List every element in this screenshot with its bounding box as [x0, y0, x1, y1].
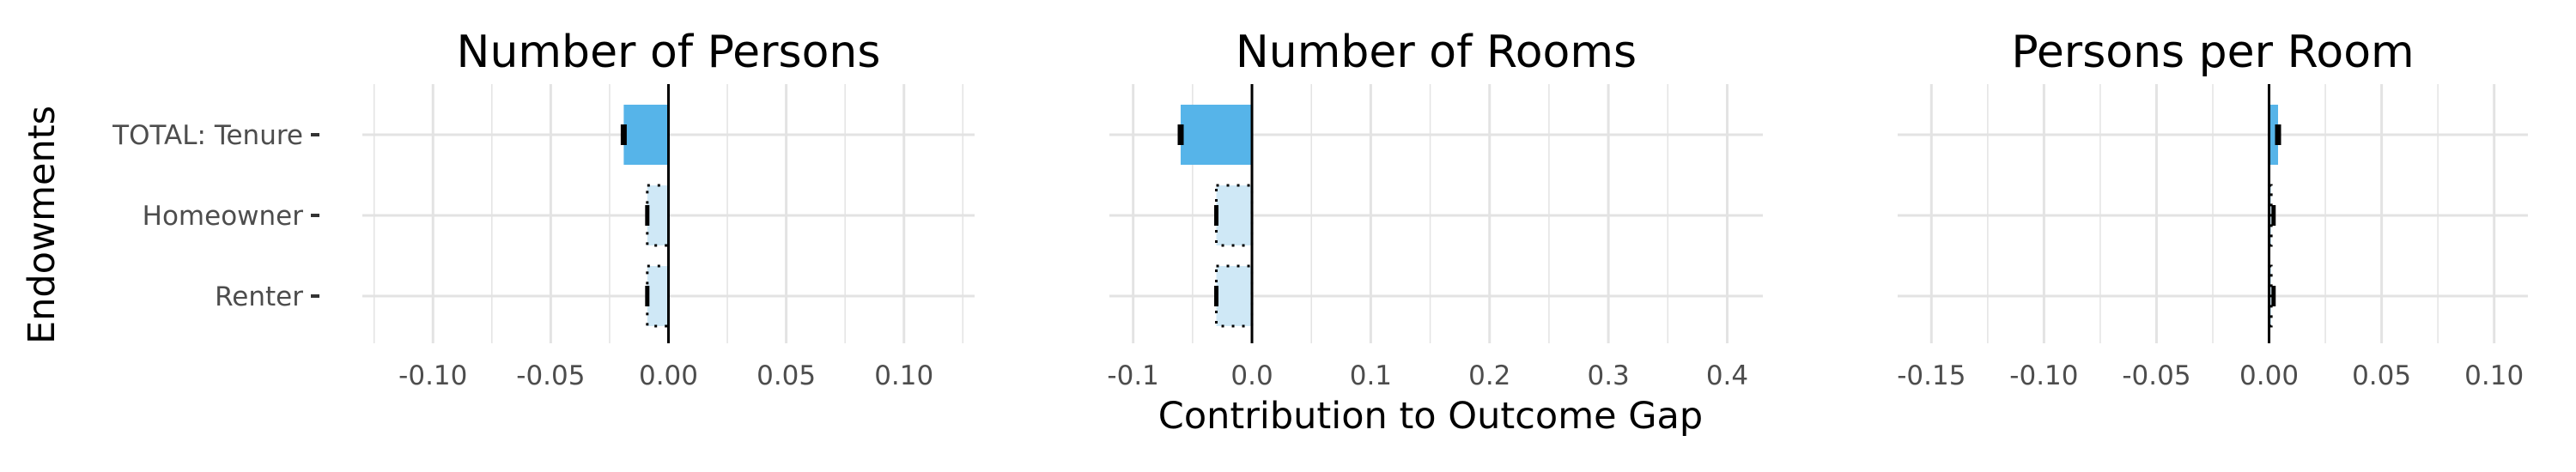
x-tick-label: 0.1	[1350, 360, 1392, 391]
x-tick-label: 0.2	[1468, 360, 1510, 391]
x-tick-label: 0.05	[756, 360, 816, 391]
panel-persons-per-room: Persons per Room -0.15 -0.10 -0.05 0.00 0.05 0…	[1897, 27, 2528, 391]
bar-total-tenure	[1181, 105, 1253, 165]
category-axis: TOTAL: Tenure Homeowner Renter	[112, 120, 319, 312]
x-tick-label: 0.10	[874, 360, 933, 391]
chart-panels: Number of Persons-0.10 -0.05 0.00 0.05 0.10N…	[362, 27, 2528, 391]
panel-number-of-rooms: Number of Rooms -0.1 0.0 0.1 0.2 0.3 0.4	[1107, 27, 1763, 391]
category-label-total-tenure: TOTAL: Tenure	[112, 120, 303, 151]
panel-number-of-persons: Number of Persons -0.10 -0.05 0.00 0.05 0.10	[362, 27, 975, 391]
bar-outline-renter	[1215, 264, 1254, 328]
x-tick-label: 0.00	[639, 360, 698, 391]
bar-outline-homeowner	[646, 184, 670, 247]
bar-total-tenure	[2269, 105, 2279, 165]
x-tick-label: -0.10	[2009, 360, 2078, 391]
panel-title-number-of-rooms: Number of Rooms	[1236, 27, 1637, 78]
category-label-homeowner: Homeowner	[143, 201, 304, 232]
bar-renter	[1216, 266, 1253, 326]
x-tick-label: 0.4	[1706, 360, 1748, 391]
x-tick-label: 0.05	[2352, 360, 2411, 391]
x-tick-label: 0.0	[1230, 360, 1273, 391]
category-label-renter: Renter	[215, 281, 303, 312]
x-tick-label: 0.00	[2239, 360, 2299, 391]
y-axis-title: Endowments	[21, 106, 64, 344]
panel-title-number-of-persons: Number of Persons	[457, 27, 881, 78]
x-tick-label: -0.05	[516, 360, 585, 391]
x-tick-label: -0.10	[398, 360, 467, 391]
x-tick-label: -0.15	[1897, 360, 1965, 391]
x-tick-label: -0.05	[2122, 360, 2190, 391]
bar-outline-homeowner	[1215, 184, 1254, 247]
x-tick-label: -0.1	[1107, 360, 1159, 391]
bar-total-tenure	[623, 105, 669, 165]
bar-renter	[647, 266, 669, 326]
bar-outline-renter	[646, 264, 670, 328]
bar-homeowner	[1216, 185, 1253, 245]
x-axis-title: Contribution to Outcome Gap	[1158, 395, 1703, 438]
bar-homeowner	[647, 185, 669, 245]
x-tick-label: 0.3	[1587, 360, 1629, 391]
panel-title-persons-per-room: Persons per Room	[2011, 27, 2414, 78]
x-tick-label: 0.10	[2464, 360, 2524, 391]
